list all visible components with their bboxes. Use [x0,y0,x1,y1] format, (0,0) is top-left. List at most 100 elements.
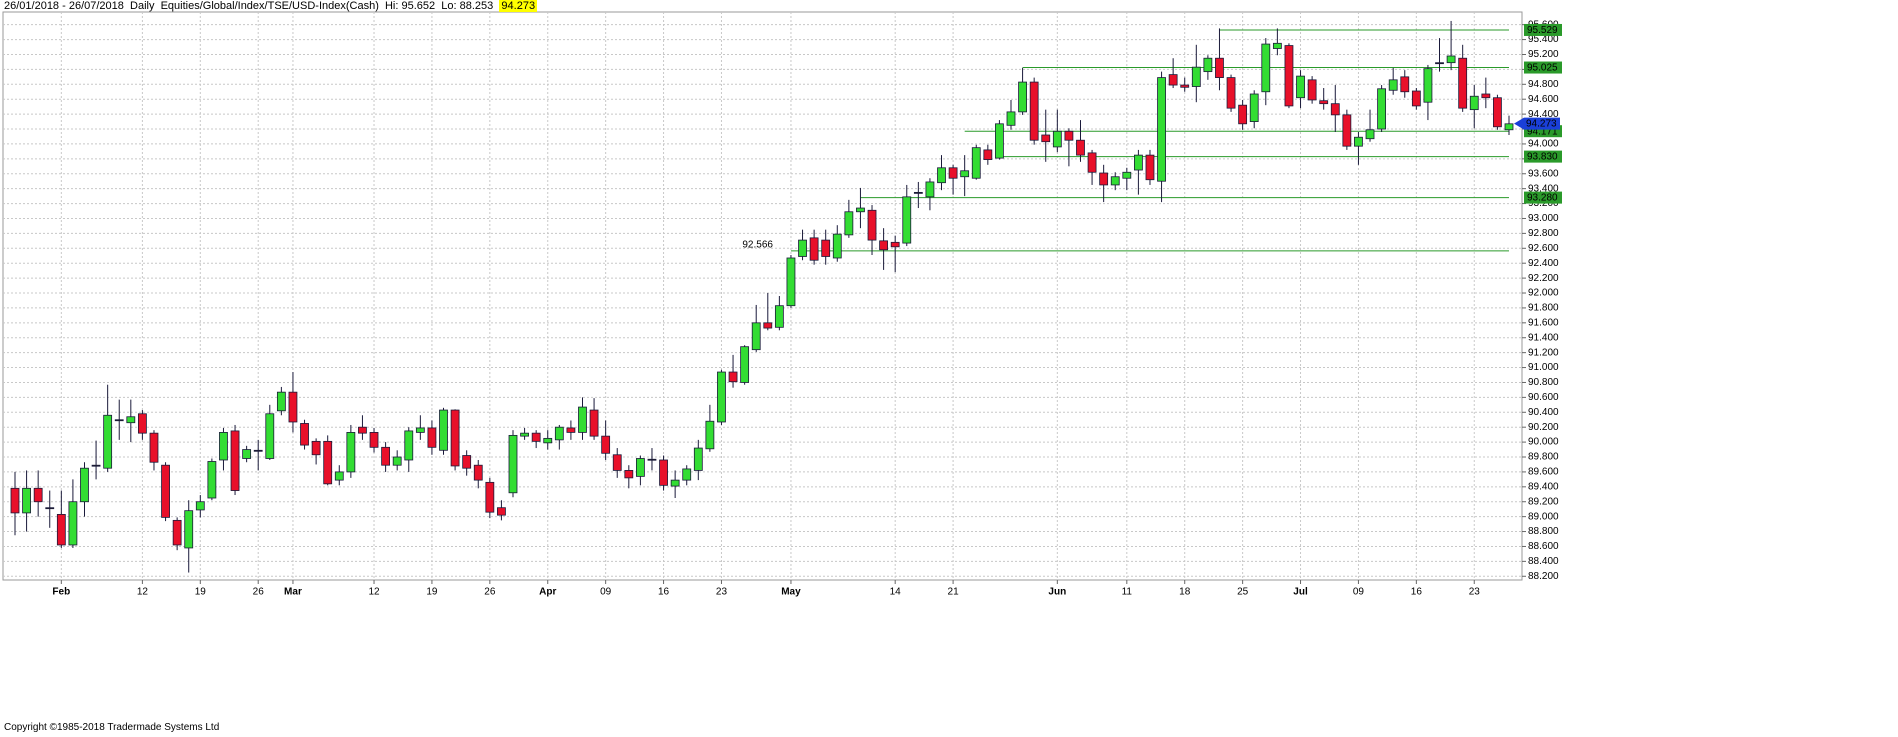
candle-body [578,406,587,433]
candle-body [1493,97,1502,128]
candle-body [207,461,217,499]
x-tick-label: 09 [1353,587,1365,598]
last-price: 94.273 [499,0,538,12]
x-tick-label: 23 [1469,587,1481,598]
last-price-label: 94.273 [1526,119,1557,130]
candle-body [879,240,889,251]
candle-body [311,440,321,456]
y-tick-label: 91.400 [1528,332,1559,343]
level-label: 92.566 [742,239,773,250]
candle-body [1423,68,1433,103]
candle-body [450,409,460,467]
candle-body [219,432,228,461]
x-tick-label: 19 [426,587,438,598]
candle-body [809,237,819,261]
candle-body [1469,95,1479,111]
candle-body [126,416,136,424]
candle-body [80,467,89,503]
candle-body [1157,77,1166,182]
candle-body [624,470,634,479]
candle-body [114,419,124,422]
candle-body [1064,130,1074,141]
candle-body [22,487,31,514]
candle-body [346,432,356,473]
level-tag [1524,61,1562,74]
candle-body [867,209,877,241]
y-tick-label: 89.400 [1528,481,1559,492]
level-tag-label: 95.529 [1527,25,1558,36]
x-tick-label: 12 [368,587,380,598]
candle-body [995,123,1004,159]
candle-body [1330,103,1340,116]
candle-body [33,487,43,503]
candle-body [566,427,576,433]
candle-body [647,458,657,461]
symbol: Equities/Global/Index/TSE/USD-Index(Cash… [160,0,379,12]
candle-body [1261,43,1271,93]
candle-body [1249,93,1259,122]
candle-body [937,167,946,184]
y-tick-label: 89.000 [1528,511,1559,522]
candle-body [774,305,784,328]
y-tick-label: 90.400 [1528,407,1559,418]
x-tick-label: Jul [1293,587,1308,598]
candle-body [728,371,738,383]
y-tick-label: 88.400 [1528,556,1559,567]
candle-body [960,170,970,178]
y-tick-label: 91.600 [1528,317,1559,328]
x-tick-label: 26 [253,587,265,598]
candle-body [913,191,923,194]
candle-body [1006,111,1016,126]
y-tick-label: 91.800 [1528,303,1559,314]
candle-body [1481,93,1491,99]
candle-body [1029,81,1039,141]
candle-body [462,455,472,469]
x-tick-label: 09 [600,587,612,598]
x-tick-label: Feb [52,587,70,598]
candle-body [1168,74,1178,86]
candle-body [786,257,796,307]
candle-body [265,413,275,459]
candle-body [1180,84,1190,88]
candle-body [323,440,333,485]
candle-body [1504,123,1514,131]
lo-label: Lo: [441,0,457,12]
candle-body [705,420,715,450]
candle-body [1110,176,1120,186]
x-tick-label: Mar [284,587,302,598]
level-tag-label: 93.830 [1527,152,1558,163]
candle-body [1435,62,1444,65]
y-tick-label: 88.600 [1528,541,1559,552]
candle-body [242,449,252,459]
candle-body [763,322,773,329]
x-tick-label: 18 [1179,587,1191,598]
candle-body [832,233,842,259]
candle-body [554,426,564,441]
candle-body [161,464,170,518]
y-tick-label: 93.000 [1528,213,1559,224]
candle-body [381,446,391,466]
candle-body [1400,76,1410,93]
candle-body [948,167,958,179]
candle-body [1041,134,1051,143]
y-tick-label: 93.400 [1528,183,1559,194]
lo-value: 88.253 [459,0,494,12]
y-tick-label: 90.200 [1528,422,1559,433]
y-tick-label: 90.600 [1528,392,1559,403]
candle-body [473,464,483,481]
candle-body [392,456,402,466]
candle-body [1076,139,1085,156]
x-tick-label: 25 [1237,587,1249,598]
plot-area [2,11,1523,581]
candle-body [1099,172,1109,186]
candle-body [520,432,529,437]
candle-body [439,409,448,451]
candle-body [589,409,599,437]
hi-label: Hi: [384,0,399,12]
y-tick-label: 89.800 [1528,452,1559,463]
candle-body [659,459,668,486]
candle-body [137,413,147,434]
y-tick-label: 92.800 [1528,228,1559,239]
